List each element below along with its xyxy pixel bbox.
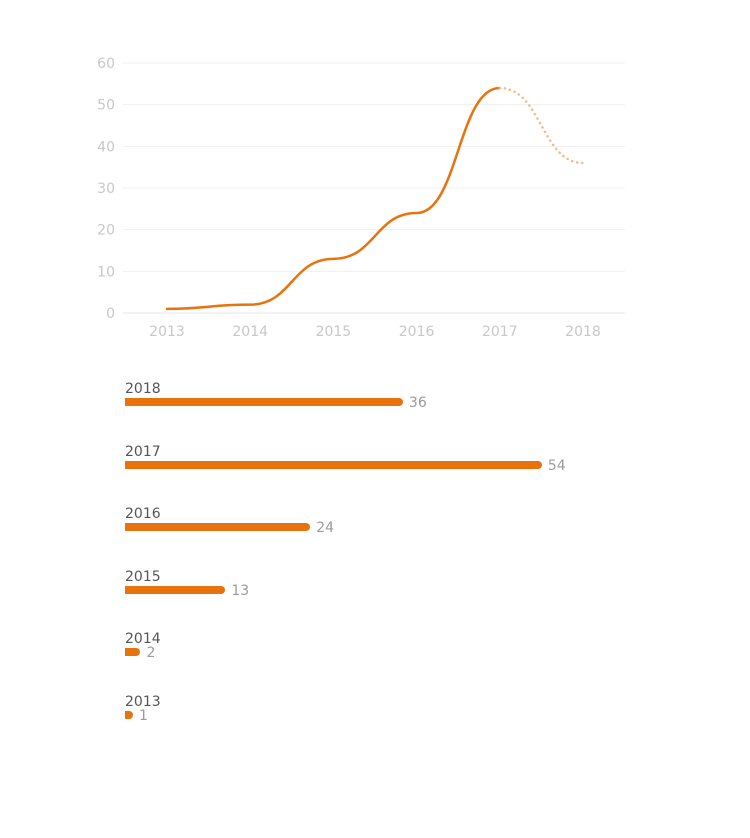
- bar: [125, 460, 542, 469]
- bar-track: 2: [125, 645, 155, 661]
- line-chart-series: [165, 86, 585, 311]
- bar-value-label: 2: [146, 645, 156, 662]
- bar: [125, 523, 311, 532]
- bar-track: 36: [125, 395, 427, 411]
- bar-category-label: 2016: [125, 506, 161, 523]
- bar-category-label: 2018: [125, 381, 161, 397]
- bar-category-label: 2015: [125, 568, 161, 585]
- bar-track: 54: [125, 458, 566, 474]
- bar: [125, 585, 226, 594]
- x-tick-label: 2013: [149, 324, 185, 340]
- line-chart-y-axis: 0 10 20 30 40 50 60: [97, 56, 115, 322]
- bar-track: 24: [125, 520, 334, 536]
- y-tick-label: 30: [97, 181, 115, 197]
- line-chart-grid: [123, 62, 625, 314]
- x-tick-label: 2014: [232, 324, 268, 340]
- bar-value-label: 36: [408, 395, 427, 411]
- y-tick-label: 60: [97, 56, 115, 72]
- y-tick-label: 0: [106, 306, 115, 322]
- y-tick-label: 20: [97, 223, 115, 239]
- bar-category-label: 2017: [125, 443, 161, 460]
- series-line-actual: [165, 86, 502, 311]
- x-tick-label: 2015: [316, 324, 352, 340]
- bar-track: 13: [125, 583, 249, 599]
- bar-value-label: 24: [316, 520, 335, 537]
- bar: [125, 711, 133, 719]
- bar-track: 1: [125, 708, 148, 724]
- bar: [125, 398, 403, 406]
- y-tick-label: 10: [97, 264, 115, 280]
- bar-value-label: 54: [547, 457, 566, 474]
- bar-value-label: 13: [231, 582, 250, 599]
- y-tick-label: 50: [97, 98, 115, 114]
- x-tick-label: 2017: [482, 324, 518, 340]
- bar: [125, 648, 141, 657]
- bar-category-label: 2013: [125, 694, 161, 710]
- x-tick-label: 2018: [565, 324, 601, 340]
- y-tick-label: 40: [97, 139, 115, 155]
- bar-category-label: 2014: [125, 631, 161, 648]
- line-chart-x-axis: 2013 2014 2015 2016 2017 2018: [149, 324, 601, 340]
- line-chart: 0 10 20 30 40 50 60 2013 2014 2015 2016 2017 2018: [97, 56, 625, 340]
- x-tick-label: 2016: [399, 324, 435, 340]
- bar-value-label: 1: [139, 708, 148, 724]
- series-line-projected: [498, 86, 585, 165]
